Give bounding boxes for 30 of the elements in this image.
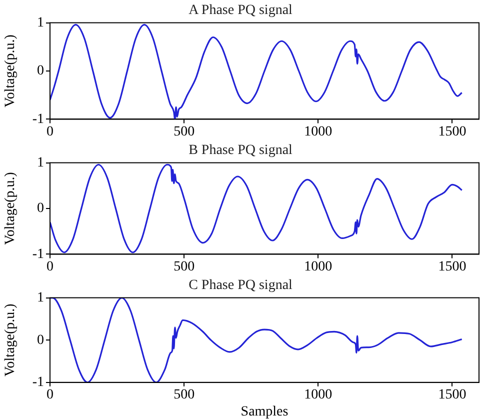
y-tick-label: 1 [37, 290, 44, 306]
y-tick-label: 1 [37, 155, 44, 170]
chart-title: C Phase PQ signal [188, 278, 293, 294]
x-tick-label: 1000 [304, 387, 332, 402]
y-tick-label: 1 [37, 15, 44, 30]
y-tick-label: -1 [32, 112, 44, 127]
y-tick-label: 0 [37, 64, 44, 79]
y-tick-label: -1 [32, 246, 44, 262]
x-tick-label: 500 [174, 124, 195, 140]
y-tick-label: 0 [37, 201, 44, 216]
chart-title: B Phase PQ signal [188, 143, 293, 158]
y-tick-label: -1 [32, 375, 44, 390]
chart-title: A Phase PQ signal [188, 3, 293, 18]
x-tick-label: 1000 [304, 124, 332, 140]
x-tick-label: 0 [46, 124, 54, 140]
x-tick-label: 500 [174, 387, 195, 402]
x-tick-label: 1500 [438, 259, 466, 274]
y-tick-label: 0 [37, 332, 44, 348]
x-tick-label: 0 [46, 387, 54, 402]
y-axis-title: Voltage(p.u.) [3, 172, 18, 245]
x-tick-label: 1500 [438, 387, 466, 402]
x-tick-label: 0 [46, 259, 54, 274]
x-tick-label: 1500 [438, 124, 466, 140]
y-axis-title: Voltage(p.u.) [3, 34, 18, 108]
x-tick-label: 1000 [304, 259, 332, 274]
line-series [50, 164, 463, 254]
x-tick-label: 500 [174, 259, 195, 274]
line-series [50, 24, 463, 120]
y-axis-title: Voltage(p.u.) [3, 303, 18, 377]
x-axis-title: Samples [240, 404, 288, 420]
